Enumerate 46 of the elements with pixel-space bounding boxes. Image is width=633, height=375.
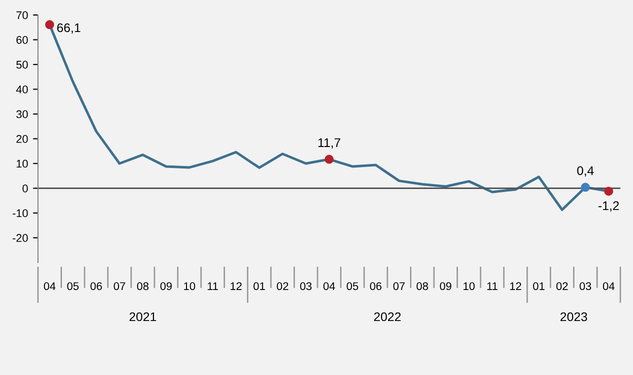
x-tick-label: 10	[184, 282, 196, 290]
y-tick-label: 20	[16, 135, 28, 143]
x-tick-label: 07	[114, 282, 126, 290]
x-tick-label: 09	[440, 282, 452, 290]
x-tick-label: 11	[208, 282, 218, 290]
x-tick-label: 03	[300, 282, 312, 290]
x-tick-label: 10	[464, 282, 475, 290]
x-tick-label: 04	[44, 282, 56, 290]
data-label: 0,4	[577, 166, 594, 177]
x-tick-label: 12	[510, 282, 522, 290]
x-tick-label: 12	[230, 282, 242, 290]
x-tick-label: 04	[323, 282, 336, 290]
y-tick-label: 10	[16, 160, 28, 168]
text: 2023	[560, 312, 588, 322]
x-tick-label: 09	[160, 282, 172, 290]
x-tick-label: 05	[67, 282, 79, 290]
y-tick-label: 0	[22, 184, 28, 192]
x-tick-label: 11	[487, 282, 498, 290]
x-tick-label: 06	[90, 282, 102, 290]
x-tick-label: 02	[276, 282, 288, 290]
text: 2021	[130, 312, 156, 322]
y-tick-label: 40	[16, 86, 28, 94]
y-tick-label: 50	[16, 60, 28, 69]
x-tick-label: 08	[137, 282, 148, 290]
x-tick-label: 05	[346, 282, 358, 290]
point	[604, 186, 614, 196]
point	[324, 154, 334, 164]
x-tick-label: 06	[370, 282, 382, 290]
y-tick-label: 70	[16, 11, 28, 20]
x-tick-label: 01	[533, 282, 544, 290]
data-label: 11,7	[318, 138, 340, 149]
x-tick-label: 07	[393, 282, 405, 290]
data-label: 66,1	[57, 23, 80, 34]
y-tick-label: -10	[12, 209, 28, 218]
point	[580, 182, 590, 192]
x-tick-label: 04	[602, 282, 615, 290]
x-tick-label: 01	[254, 282, 265, 290]
y-tick-label: 30	[16, 110, 28, 118]
x-tick-label: 02	[556, 282, 568, 290]
data-label: -1,2	[598, 201, 619, 212]
y-tick-label: -20	[12, 234, 28, 242]
x-tick-label: 08	[416, 282, 428, 290]
x-tick-label: 03	[580, 282, 592, 290]
text: 2022	[374, 312, 401, 322]
y-tick-label: 60	[16, 36, 28, 44]
point	[45, 20, 54, 30]
